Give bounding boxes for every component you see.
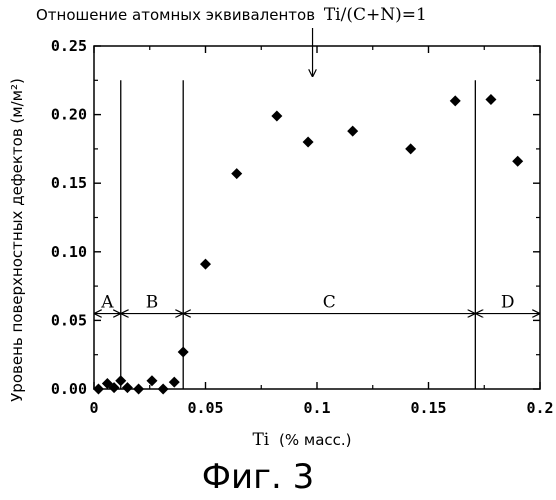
chart-title-formula: Ti/(C+N)=1 <box>324 5 427 25</box>
plot-area <box>94 46 540 389</box>
region-label-c: C <box>323 293 336 313</box>
data-point <box>271 110 282 121</box>
y-tick-label: 0.25 <box>51 37 87 55</box>
data-point <box>231 168 242 179</box>
chart-title-prefix: Отношение атомных эквивалентов <box>36 6 315 24</box>
x-tick-label: 0.2 <box>526 399 553 417</box>
y-tick-label: 0.00 <box>51 380 87 398</box>
y-tick-label: 0.20 <box>51 106 87 124</box>
x-axis: 0 0.05 0.1 0.15 0.2 <box>89 46 553 417</box>
region-markers: A B C D <box>95 293 539 314</box>
x-tick-label: 0.1 <box>303 399 330 417</box>
x-tick-label: 0 <box>89 399 98 417</box>
data-point <box>200 259 211 270</box>
figure-caption: Фиг. 3 <box>202 457 314 497</box>
y-axis-label: Уровень поверхностных дефектов (м/м²) <box>8 78 26 402</box>
data-point <box>115 375 126 386</box>
data-point <box>512 156 523 167</box>
data-point <box>405 143 416 154</box>
data-point <box>169 377 180 388</box>
data-point <box>133 384 144 395</box>
y-tick-label: 0.05 <box>51 311 87 329</box>
data-point <box>347 126 358 137</box>
data-point <box>450 95 461 106</box>
data-points <box>93 94 523 394</box>
region-boundaries <box>121 80 476 389</box>
data-point <box>158 384 169 395</box>
y-tick-label: 0.15 <box>51 174 87 192</box>
y-tick-label: 0.10 <box>51 243 87 261</box>
x-tick-label: 0.15 <box>410 399 446 417</box>
region-label-a: A <box>100 293 114 313</box>
data-point <box>178 346 189 357</box>
data-point <box>303 137 314 148</box>
data-point <box>485 94 496 105</box>
x-axis-label-unit: (% масс.) <box>279 431 352 449</box>
x-axis-label-formula: Ti <box>252 430 269 450</box>
data-point <box>146 375 157 386</box>
x-axis-label: Ti (% масс.) <box>252 430 351 450</box>
region-label-d: D <box>501 293 515 313</box>
data-point <box>122 382 133 393</box>
chart-title: Отношение атомных эквивалентов Ti/(C+N)=… <box>36 5 427 25</box>
region-label-b: B <box>146 293 159 313</box>
y-axis: 0.00 0.05 0.10 0.15 0.20 0.25 <box>51 37 540 398</box>
x-tick-label: 0.05 <box>187 399 223 417</box>
